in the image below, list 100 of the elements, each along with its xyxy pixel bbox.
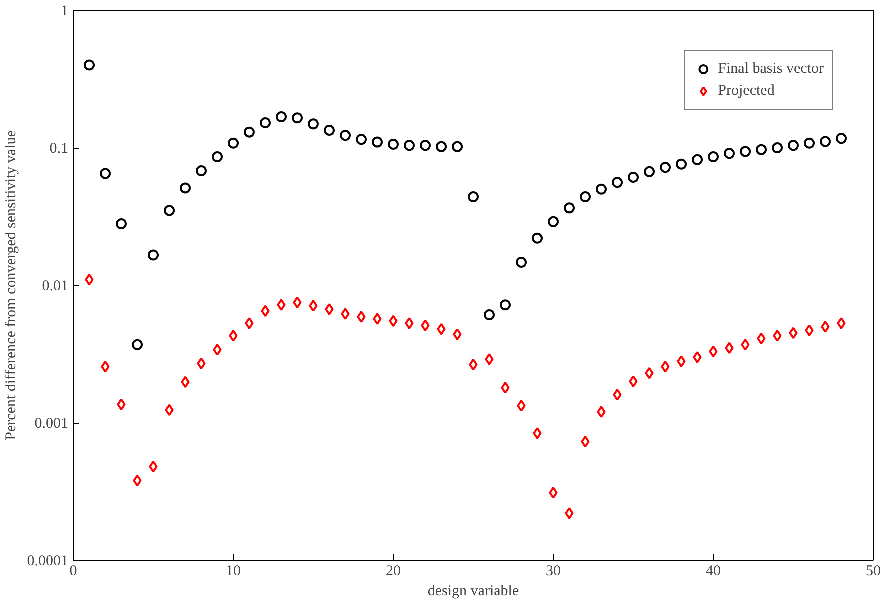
point	[581, 436, 590, 448]
point	[500, 300, 511, 311]
point	[772, 142, 783, 154]
point	[693, 351, 702, 364]
point	[292, 112, 303, 124]
point	[516, 257, 527, 268]
y-tick-label: 0.0001	[27, 554, 68, 570]
point	[85, 274, 94, 286]
point	[181, 376, 190, 388]
point	[340, 130, 351, 142]
point	[196, 166, 207, 177]
point	[309, 300, 318, 312]
y-tick-label: 0.01	[42, 278, 68, 294]
point	[709, 346, 718, 358]
point	[149, 460, 158, 473]
x-tick-label: 40	[706, 564, 721, 580]
x-tick-label: 20	[386, 564, 401, 580]
point	[260, 118, 271, 128]
point	[740, 146, 751, 158]
legend-label: Projected	[718, 82, 775, 100]
point	[293, 296, 302, 309]
point	[133, 474, 142, 487]
point	[485, 353, 494, 366]
point	[629, 376, 638, 388]
point	[421, 320, 430, 332]
x-tick-label: 30	[546, 564, 561, 580]
point	[165, 404, 174, 416]
point	[597, 406, 606, 418]
point	[453, 328, 462, 341]
point	[324, 125, 335, 136]
point	[724, 148, 735, 160]
x-tick-label: 50	[866, 564, 881, 580]
point	[660, 162, 671, 174]
point	[148, 250, 159, 261]
point	[325, 303, 334, 316]
point	[244, 126, 255, 138]
point	[420, 140, 431, 152]
point	[308, 118, 319, 130]
point	[229, 330, 238, 342]
legend-label: Final basis vector	[718, 60, 824, 78]
point	[404, 140, 415, 152]
point	[708, 152, 719, 162]
x-tick-label: 10	[226, 564, 241, 580]
point	[692, 154, 703, 166]
point	[677, 356, 686, 368]
point	[548, 216, 559, 228]
point	[372, 136, 383, 148]
point	[132, 339, 143, 350]
point	[676, 158, 687, 170]
point	[389, 315, 398, 328]
point	[388, 139, 399, 150]
point	[756, 144, 767, 156]
point	[116, 218, 127, 230]
point	[612, 177, 623, 188]
point	[613, 388, 622, 401]
point	[549, 486, 558, 499]
point	[277, 299, 286, 312]
point	[212, 152, 223, 162]
point	[789, 327, 798, 340]
point	[468, 192, 479, 203]
point	[245, 317, 254, 330]
point	[628, 172, 639, 184]
y-axis-title: Percent difference from converged sensitivity value	[3, 130, 20, 440]
point	[517, 400, 526, 412]
point	[84, 60, 95, 71]
point	[469, 358, 478, 371]
point	[804, 138, 815, 149]
point	[213, 344, 222, 356]
point	[405, 317, 414, 330]
point	[645, 367, 654, 380]
point	[197, 358, 206, 370]
point	[276, 112, 287, 123]
point	[436, 141, 447, 152]
point	[341, 308, 350, 320]
point	[532, 232, 543, 244]
y-tick-label: 1	[61, 4, 68, 20]
point	[501, 382, 510, 394]
point	[164, 205, 175, 216]
point	[356, 134, 367, 146]
point	[805, 324, 814, 337]
point	[484, 310, 495, 321]
point	[373, 313, 382, 326]
point	[357, 311, 366, 324]
point	[741, 338, 750, 351]
point	[596, 184, 607, 195]
point	[533, 427, 542, 440]
point	[565, 507, 574, 520]
point	[644, 166, 655, 178]
point	[261, 305, 270, 318]
point	[820, 136, 831, 148]
point	[788, 140, 799, 152]
point	[437, 323, 446, 336]
y-tick-label: 0.1	[50, 141, 68, 157]
point	[725, 342, 734, 354]
point	[100, 168, 111, 180]
point	[836, 133, 847, 144]
point	[837, 317, 846, 330]
y-tick-label: 0.001	[34, 416, 68, 432]
point	[117, 398, 126, 411]
point	[821, 320, 830, 333]
